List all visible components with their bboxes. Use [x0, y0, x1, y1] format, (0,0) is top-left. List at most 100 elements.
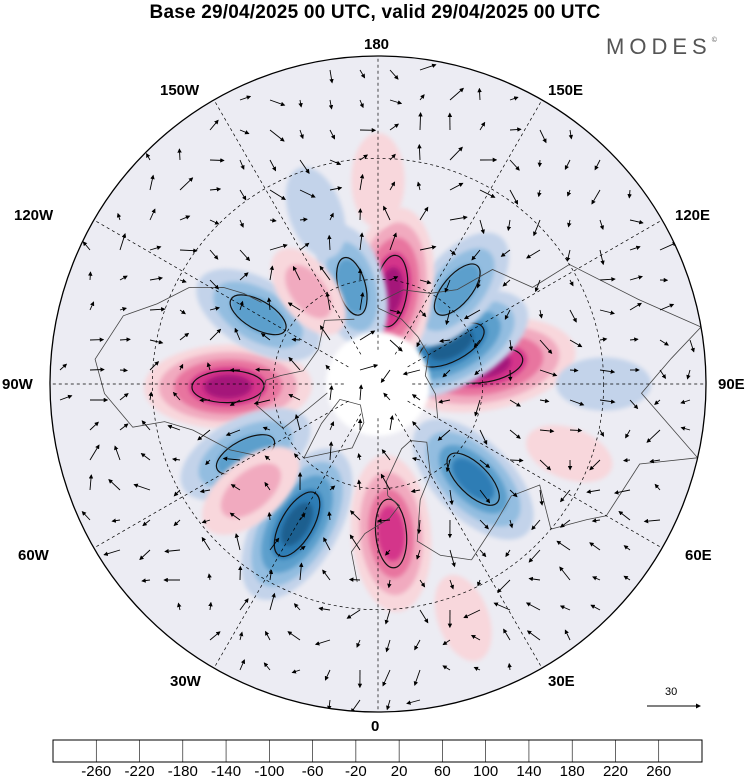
wind-vector [149, 276, 163, 281]
lon-label-30w: 30W [170, 673, 201, 690]
wind-vector [473, 666, 481, 671]
wind-vector [167, 424, 181, 431]
wind-vector [141, 578, 151, 583]
lon-label-60w: 60W [18, 547, 49, 564]
wind-vector [59, 363, 68, 371]
wind-vector [419, 309, 427, 318]
wind-vector [357, 479, 362, 491]
wind-vector [119, 233, 127, 251]
wind-vector [234, 533, 241, 551]
wind-vector [556, 540, 571, 551]
wind-vector [419, 206, 429, 221]
wind-vector [357, 453, 362, 461]
wind-vector [599, 399, 616, 404]
wind-vector [599, 309, 615, 315]
wind-vector [139, 549, 151, 561]
wind-vector [539, 428, 555, 434]
wind-vector [531, 519, 541, 531]
colorbar-label: 180 [559, 763, 585, 780]
wind-vector [533, 219, 541, 237]
wind-vector [649, 458, 661, 464]
wind-vector [319, 325, 331, 341]
wind-vector [269, 537, 280, 551]
wind-vector [359, 69, 366, 79]
latitude-circle [151, 157, 605, 611]
wind-vector [389, 181, 396, 191]
wind-vector [173, 489, 181, 497]
wind-vector [103, 549, 121, 556]
anomaly-positive [202, 446, 300, 535]
wind-vector [507, 662, 512, 671]
wind-vector [88, 474, 94, 491]
wind-vector [173, 519, 181, 527]
wind-vectors [59, 63, 695, 712]
lon-label-90e: 90E [718, 376, 745, 393]
wind-vector [59, 394, 73, 401]
wind-vector [419, 63, 437, 71]
wind-vector [449, 146, 463, 161]
wind-vector [449, 182, 464, 191]
anomaly-positive [350, 454, 432, 613]
colorbar-label: 100 [473, 763, 499, 780]
wind-vector [329, 129, 336, 140]
wind-vector [402, 369, 421, 376]
wind-vector [594, 159, 601, 171]
wind-vector [329, 69, 334, 84]
wind-vector [179, 309, 186, 315]
wind-vector [439, 338, 451, 344]
wind-vector [437, 429, 451, 441]
wind-vector [199, 488, 211, 494]
wind-vector [473, 339, 481, 348]
wind-vector [389, 339, 403, 352]
wind-vector [479, 219, 485, 235]
wind-vector [179, 215, 191, 221]
lon-label-60e: 60E [685, 547, 712, 564]
wind-vector [654, 483, 661, 491]
wind-vector [133, 483, 151, 491]
wind-vector [328, 441, 334, 461]
wind-vector [288, 356, 301, 371]
wind-vector [449, 215, 468, 221]
colorbar-label: -220 [124, 763, 155, 780]
logo-text: MODES [606, 34, 712, 59]
wind-vector [627, 189, 632, 199]
anomaly-contour [203, 374, 252, 399]
wind-vector [292, 265, 301, 281]
graticule [50, 56, 706, 712]
wind-vector [411, 456, 421, 462]
reference-vector-label: 30 [665, 686, 678, 698]
wind-vector [265, 630, 271, 641]
wind-vector [255, 367, 271, 372]
wind-vector [497, 579, 511, 593]
meridian-line [213, 413, 362, 669]
wind-vector [329, 385, 334, 401]
wind-vector [267, 511, 272, 521]
wind-vector [349, 534, 361, 551]
wind-vector [234, 327, 241, 341]
wind-vector [444, 279, 451, 293]
anomaly-negative [180, 408, 311, 501]
wind-vector [205, 459, 211, 466]
wind-vector [293, 603, 301, 611]
wind-vector [599, 249, 605, 266]
wind-vector [383, 392, 391, 401]
wind-vector [239, 598, 249, 611]
colorbar-label: 60 [434, 763, 451, 780]
wind-vector [329, 421, 335, 431]
wind-vector [629, 219, 644, 225]
wind-vector [646, 429, 661, 443]
wind-vector [349, 510, 361, 521]
wind-vector [327, 511, 332, 521]
wind-vector [149, 245, 162, 251]
wind-vector [500, 249, 511, 257]
wind-vector [239, 219, 244, 228]
wind-vector [119, 337, 131, 342]
anomaly-contour [285, 264, 332, 319]
wind-vector [88, 271, 93, 281]
wind-vector [177, 602, 182, 611]
wind-vector [569, 279, 574, 287]
wind-vector [389, 123, 400, 131]
wind-vector [449, 87, 464, 101]
meridian-line [394, 413, 543, 669]
